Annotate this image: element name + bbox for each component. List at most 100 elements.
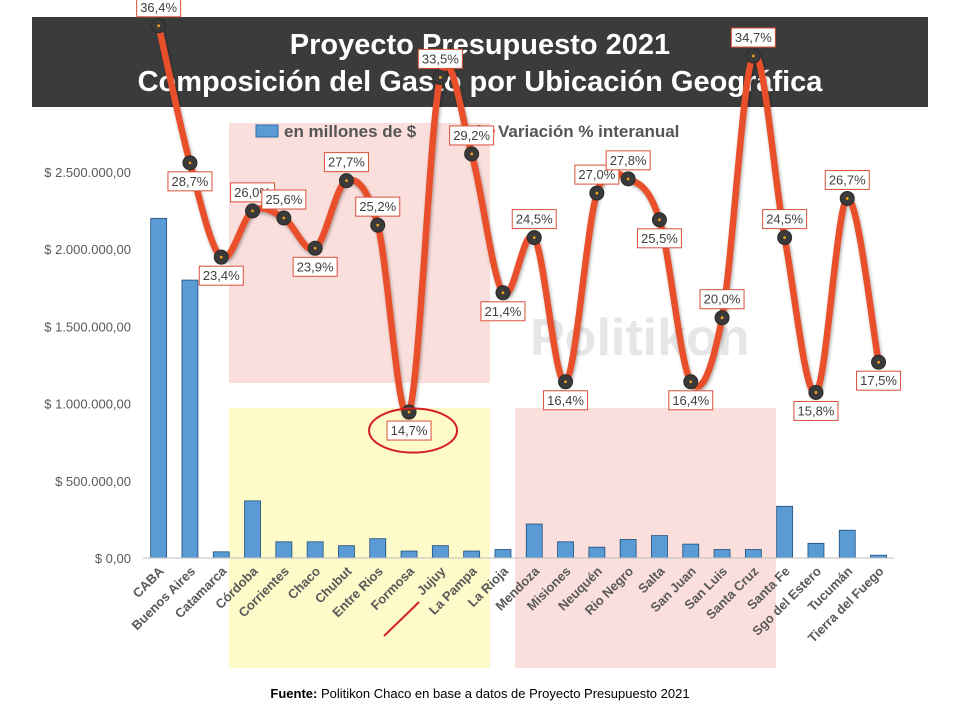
data-label-text: 16,4% (547, 393, 584, 408)
line-marker-dot (814, 391, 818, 394)
chart-subtitle: Composición del Gasto por Ubicación Geog… (137, 66, 823, 98)
data-label: 34,7% (730, 27, 776, 48)
y-tick-label: $ 0,00 (95, 551, 131, 566)
data-label: 27,8% (605, 150, 651, 171)
line-marker-dot (157, 24, 161, 28)
bar (776, 505, 794, 559)
line-marker-dot (689, 380, 693, 384)
data-label-text: 17,5% (860, 373, 897, 388)
line-marker-dot (877, 360, 880, 364)
data-label-box (636, 228, 682, 249)
bar (557, 541, 574, 559)
data-label-box (386, 420, 432, 441)
bar (463, 550, 481, 559)
line-marker-dot (313, 246, 317, 250)
line-marker-dot (470, 152, 474, 156)
line-marker-dot (595, 191, 599, 195)
data-label: 25,5% (636, 228, 682, 249)
data-label: 15,8% (793, 400, 839, 421)
bar (651, 535, 668, 559)
data-label-box (856, 370, 902, 391)
line-marker-dot (783, 236, 787, 240)
data-label-box (730, 27, 776, 48)
highlight-underline (383, 601, 420, 637)
y-tick-label: $ 1.500.000,00 (44, 319, 131, 334)
highlight-region-left (229, 408, 490, 668)
line-marker-dot (282, 216, 286, 220)
chart-title-banner: Proyecto Presupuesto 2021 Composición de… (32, 17, 928, 107)
line-marker-dot (626, 177, 630, 181)
line-marker-dot (407, 410, 411, 414)
source-label: Fuente: (270, 686, 318, 701)
highlight-region-right (515, 408, 776, 668)
line-marker-dot (751, 54, 755, 58)
line-marker-dot (720, 316, 724, 320)
data-label: 14,7% (386, 420, 432, 441)
data-label-text: 15,8% (798, 403, 835, 418)
line-marker-dot (532, 236, 536, 240)
y-tick-label: $ 2.000.000,00 (44, 242, 131, 257)
bar (588, 546, 606, 559)
bar-series (150, 217, 887, 559)
data-label: 25,6% (261, 189, 307, 210)
line-marker-dot (345, 179, 348, 183)
data-label-text: 24,5% (766, 212, 803, 227)
data-label: 20,0% (699, 289, 745, 310)
line-marker-dot (376, 223, 380, 227)
line-marker-dot (564, 380, 567, 384)
bar (494, 549, 512, 559)
highlight-ellipse (368, 407, 459, 454)
annotations (368, 407, 459, 637)
data-label-text: 25,2% (359, 199, 396, 214)
bar (713, 549, 731, 559)
data-label: 23,9% (292, 256, 338, 277)
data-label-box (543, 390, 589, 411)
bar (244, 500, 261, 559)
data-label-box (355, 196, 401, 217)
line-marker-dot (251, 209, 254, 213)
data-label-text: 20,0% (704, 292, 741, 307)
data-label: 26,7% (824, 169, 870, 190)
legend-label-line: Variación % interanual (498, 122, 679, 141)
data-label: 23,4% (198, 265, 244, 286)
data-label-text: 21,4% (485, 304, 522, 319)
data-label-text: 23,9% (297, 259, 334, 274)
data-label-box (480, 301, 526, 322)
bar (400, 550, 418, 559)
line-marker-dot (219, 255, 223, 259)
data-label-text: 33,5% (422, 51, 459, 66)
bar (212, 551, 230, 559)
data-label-text: 27,8% (610, 153, 647, 168)
data-label-text: 25,6% (265, 192, 302, 207)
data-label-text: 27,0% (578, 167, 615, 182)
data-label: 17,5% (856, 370, 902, 391)
data-label: 33,5% (417, 48, 463, 69)
data-label-box (449, 125, 495, 146)
data-label: 24,5% (511, 209, 557, 230)
line-marker-dot (845, 197, 849, 200)
data-label-text: 27,7% (328, 155, 365, 170)
data-label-box (261, 189, 307, 210)
data-label: 16,4% (668, 390, 714, 411)
data-label-text: 26,7% (829, 172, 866, 187)
bar (306, 541, 324, 559)
line-marker-dot (188, 161, 192, 165)
data-label: 24,5% (762, 209, 808, 230)
data-label-text: 36,4% (140, 0, 177, 15)
line-series (151, 18, 887, 420)
data-label-box (136, 0, 182, 18)
data-label-box (323, 152, 369, 173)
data-label-box (699, 289, 745, 310)
data-label-box (292, 256, 338, 277)
source-note: Fuente: Politikon Chaco en base a datos … (0, 686, 960, 701)
bar (275, 541, 293, 559)
legend-swatch-bars (255, 124, 279, 138)
data-label-box (605, 150, 651, 171)
data-label-text: 14,7% (391, 423, 428, 438)
data-label-text: 16,4% (672, 393, 709, 408)
y-axis: $ 2.500.000,00 $ 2.000.000,00 $ 1.500.000,… (44, 165, 131, 566)
bar (838, 529, 856, 559)
line-marker-dot (501, 291, 505, 295)
data-label-text: 34,7% (735, 30, 772, 45)
